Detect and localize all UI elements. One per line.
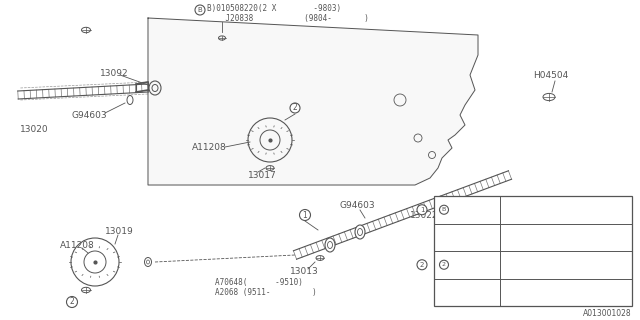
Text: A11208: A11208 bbox=[192, 143, 227, 153]
Text: 13020: 13020 bbox=[20, 125, 49, 134]
Circle shape bbox=[290, 103, 300, 113]
Text: G94603: G94603 bbox=[340, 201, 376, 210]
Text: G73205: G73205 bbox=[452, 260, 482, 269]
Text: A2068 (9511-         ): A2068 (9511- ) bbox=[215, 287, 317, 297]
Text: 2: 2 bbox=[442, 262, 446, 267]
Polygon shape bbox=[148, 18, 478, 185]
Ellipse shape bbox=[145, 258, 152, 267]
Text: 1: 1 bbox=[303, 211, 307, 220]
Text: J20833: J20833 bbox=[442, 233, 472, 242]
Ellipse shape bbox=[325, 238, 335, 252]
Text: (      -9802): ( -9802) bbox=[504, 205, 569, 214]
Text: 13013: 13013 bbox=[290, 268, 319, 276]
Ellipse shape bbox=[355, 225, 365, 239]
Text: A70648(      -9510): A70648( -9510) bbox=[215, 278, 303, 287]
Circle shape bbox=[440, 260, 449, 269]
Circle shape bbox=[67, 297, 77, 308]
Text: 13022: 13022 bbox=[410, 211, 438, 220]
Text: G94603: G94603 bbox=[72, 110, 108, 119]
Bar bbox=[434, 196, 632, 306]
Text: G73215: G73215 bbox=[442, 288, 472, 297]
Text: 13092: 13092 bbox=[100, 68, 129, 77]
Text: 010508420(1 ): 010508420(1 ) bbox=[452, 205, 517, 214]
Circle shape bbox=[417, 260, 427, 270]
Text: (9803-    ): (9803- ) bbox=[504, 233, 559, 242]
Circle shape bbox=[417, 205, 427, 215]
Circle shape bbox=[195, 5, 205, 15]
Circle shape bbox=[300, 210, 310, 220]
Circle shape bbox=[440, 205, 449, 214]
Text: B: B bbox=[198, 7, 202, 13]
Ellipse shape bbox=[127, 95, 133, 105]
Text: A013001028: A013001028 bbox=[584, 309, 632, 318]
Text: A11208: A11208 bbox=[60, 241, 95, 250]
Text: 13019: 13019 bbox=[105, 228, 134, 236]
Text: J20838           (9804-       ): J20838 (9804- ) bbox=[207, 13, 369, 22]
Text: (9905-    ): (9905- ) bbox=[504, 288, 559, 297]
Text: B: B bbox=[442, 207, 446, 212]
Text: 2: 2 bbox=[70, 298, 74, 307]
Text: (      -9904): ( -9904) bbox=[504, 260, 569, 269]
Text: 1: 1 bbox=[420, 207, 424, 213]
Text: H04504: H04504 bbox=[533, 70, 568, 79]
Text: B)010508220(2 X        -9803): B)010508220(2 X -9803) bbox=[207, 4, 341, 13]
Text: 2: 2 bbox=[292, 103, 298, 113]
Text: 2: 2 bbox=[420, 262, 424, 268]
Text: 13017: 13017 bbox=[248, 171, 276, 180]
